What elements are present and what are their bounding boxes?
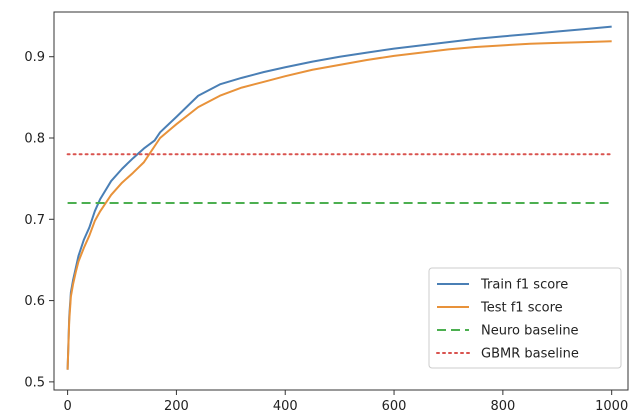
series-line-1 [66,25,612,370]
legend-label: Neuro baseline [481,324,579,339]
x-tick-label: 600 [382,399,407,414]
legend: Train f1 score Test f1 score Neuro baselin… [428,267,622,369]
series-line-2 [66,40,612,370]
x-tick-label: 800 [490,399,515,414]
x-tick-label: 200 [164,399,189,414]
legend-label: Test f1 score [480,301,563,316]
series-layer [66,25,613,370]
y-tick-label: 0.9 [24,50,45,65]
y-tick-label: 0.8 [24,132,45,147]
y-tick-label: 0.6 [24,294,45,309]
y-tick-label: 0.7 [24,213,45,228]
legend-label: GBMR baseline [481,347,579,362]
y-axis: 0.5 0.6 0.7 0.8 0.9 [24,50,54,390]
legend-label: Train f1 score [480,278,568,293]
x-axis: 0 200 400 600 800 1000 [63,390,628,414]
x-tick-label: 0 [63,399,71,414]
legend-box [428,267,622,369]
x-tick-label: 1000 [595,399,628,414]
y-tick-label: 0.5 [24,375,45,390]
x-tick-label: 400 [273,399,298,414]
